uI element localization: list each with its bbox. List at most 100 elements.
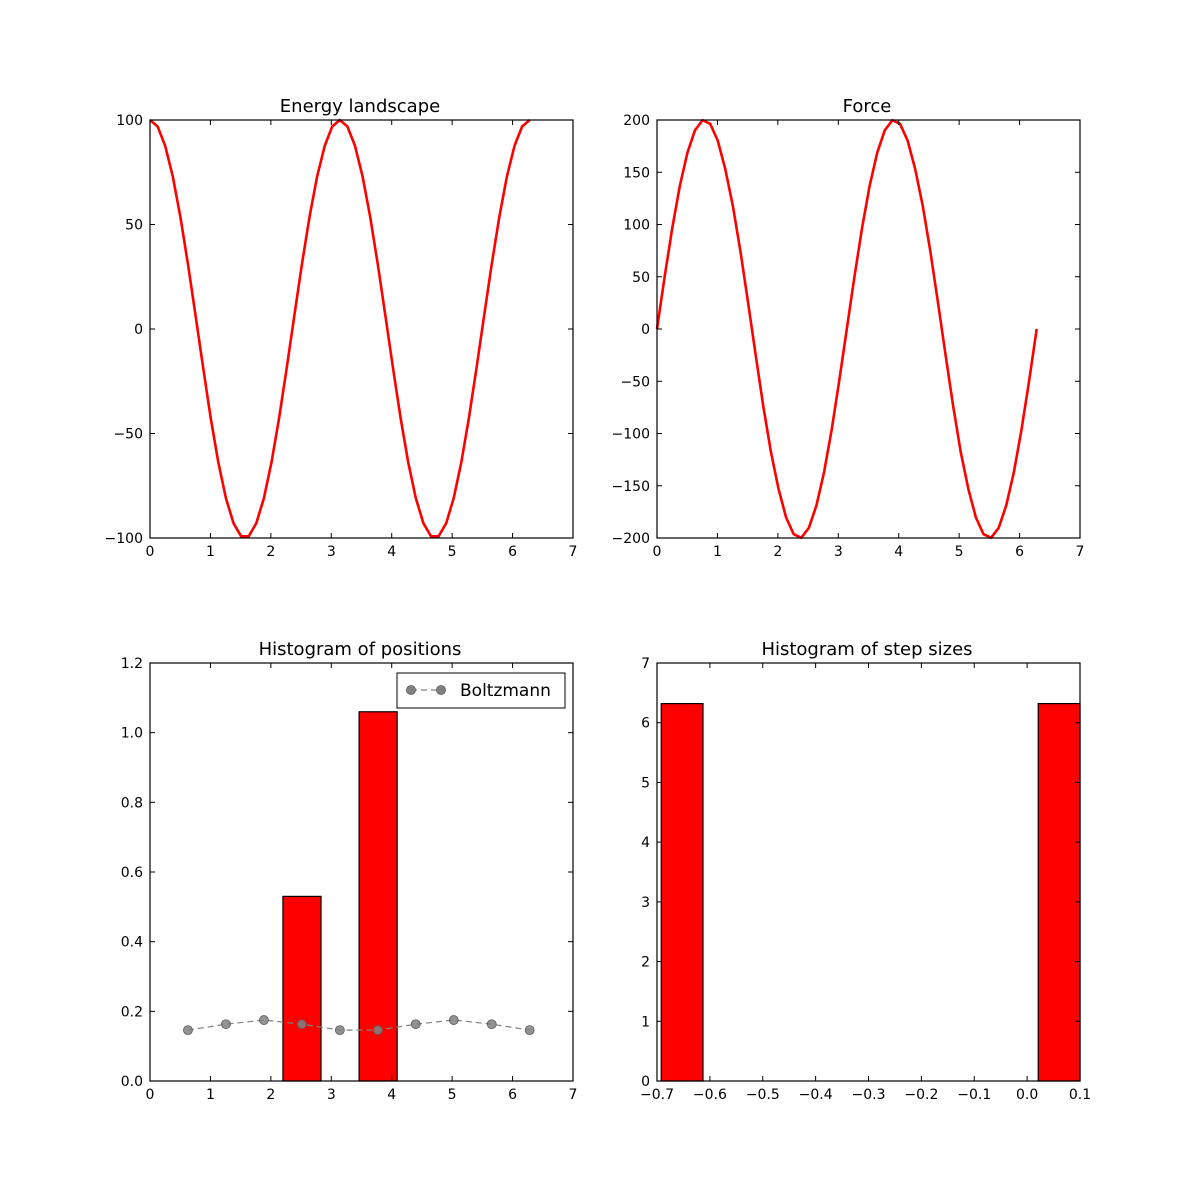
steps-xtick-label-4: −0.3 [852,1087,886,1103]
steps-xtick-label-8: 0.1 [1069,1087,1091,1103]
positions-data-point-0 [183,1025,193,1036]
positions-xtick-label-6: 6 [508,1087,517,1103]
legend-marker [406,685,416,695]
energy-xtick-label-0: 0 [146,544,155,560]
step-sizes-histogram-y-axis: 0 1 2 3 4 5 6 7 [641,656,1080,1090]
step-sizes-histogram-x-axis: −0.7 −0.6 −0.5 −0.4 −0.3 −0.2 −0.1 0.0 0.1 [640,663,1091,1103]
positions-ytick-label-0: 0.0 [121,1074,143,1090]
force-title: Force [843,96,892,117]
steps-xtick-label-2: −0.5 [746,1087,780,1103]
positions-ytick-label-6: 1.2 [121,656,143,672]
steps-xtick-label-3: −0.4 [799,1087,833,1103]
steps-ytick-label-2: 2 [641,955,650,971]
force-ytick-label-8: 200 [623,113,650,129]
energy-xtick-label-2: 2 [266,544,275,560]
positions-data-point-9 [524,1025,535,1036]
force-xtick-label-6: 6 [1015,544,1024,560]
energy-landscape-panel: Energy landscape 0 1 2 3 4 5 6 7 −100 −50 0 50 100 [105,96,578,560]
positions-ytick-label-5: 1.0 [121,726,143,742]
energy-xtick-label-3: 3 [327,544,336,560]
positions-xtick-label-3: 3 [327,1087,336,1103]
legend-label-boltzmann: Boltzmann [460,681,551,701]
steps-xtick-label-6: −0.1 [957,1087,991,1103]
energy-xtick-label-6: 6 [508,544,517,560]
steps-bar-1 [1037,703,1081,1082]
positions-data-point-3 [296,1019,307,1030]
energy-ytick-label-3: 50 [125,218,143,234]
steps-xtick-label-7: 0.0 [1016,1087,1038,1103]
positions-series-line-0 [187,1019,530,1031]
energy-landscape-title: Energy landscape [280,96,440,117]
positions-data-point-8 [486,1019,497,1030]
force-xtick-label-5: 5 [955,544,964,560]
positions-data-point-4 [334,1025,345,1036]
positions-xtick-label-7: 7 [569,1087,578,1103]
positions-data-point-1 [221,1019,231,1030]
force-ytick-label-0: −200 [612,531,650,547]
steps-ytick-label-0: 0 [641,1074,650,1090]
positions-bar-0 [282,895,322,1082]
legend-marker [436,685,446,695]
positions-ytick-label-1: 0.2 [121,1004,143,1020]
force-ytick-label-5: 50 [632,270,650,286]
positions-ytick-label-3: 0.6 [121,865,143,881]
force-ytick-label-7: 150 [623,165,650,181]
energy-ytick-label-1: −50 [113,427,143,443]
force-ytick-label-6: 100 [623,218,650,234]
energy-xtick-label-7: 7 [569,544,578,560]
force-plot-area [655,118,1038,540]
step-sizes-histogram-title: Histogram of step sizes [761,639,972,660]
energy-landscape-y-axis: −100 −50 0 50 100 [105,113,573,547]
force-series-line-0 [655,118,1038,540]
positions-xtick-label-0: 0 [146,1087,155,1103]
steps-ytick-label-6: 6 [641,716,650,732]
positions-histogram-plot-area [183,711,535,1082]
positions-ytick-label-2: 0.4 [121,935,143,951]
energy-landscape-x-axis: 0 1 2 3 4 5 6 7 [146,120,578,560]
steps-ytick-label-3: 3 [641,895,650,911]
force-xtick-label-7: 7 [1076,544,1085,560]
energy-xtick-label-4: 4 [387,544,396,560]
steps-xtick-label-1: −0.6 [693,1087,727,1103]
force-ytick-label-4: 0 [641,322,650,338]
steps-ytick-label-4: 4 [641,835,650,851]
energy-ytick-label-4: 100 [116,113,143,129]
positions-xtick-label-4: 4 [387,1087,396,1103]
force-ytick-label-1: −150 [612,479,650,495]
positions-data-point-7 [448,1015,459,1025]
positions-data-point-6 [410,1019,421,1030]
positions-histogram-y-axis: 0.0 0.2 0.4 0.6 0.8 1.0 1.2 [121,656,573,1090]
positions-histogram-title: Histogram of positions [259,639,462,660]
energy-ytick-label-2: 0 [134,322,143,338]
steps-ytick-label-5: 5 [641,775,650,791]
force-y-axis: −200 −150 −100 −50 0 50 100 150 200 [612,113,1080,547]
force-panel: Force 0 1 2 3 4 5 6 7 −200 −150 −100 −50 0 50 100 150 2… [612,96,1085,560]
legend: Boltzmann [396,672,566,709]
steps-ytick-label-7: 7 [641,656,650,672]
positions-bar-1 [358,711,398,1082]
force-xtick-label-1: 1 [713,544,722,560]
positions-data-point-5 [372,1025,383,1036]
positions-xtick-label-2: 2 [266,1087,275,1103]
force-xtick-label-4: 4 [894,544,903,560]
steps-xtick-label-5: −0.2 [904,1087,938,1103]
steps-bar-0 [660,703,704,1082]
positions-xtick-label-1: 1 [206,1087,215,1103]
step-sizes-histogram-panel: Histogram of step sizes −0.7 −0.6 −0.5 −0.4… [640,639,1091,1103]
energy-xtick-label-5: 5 [448,544,457,560]
force-ytick-label-3: −50 [620,374,650,390]
force-xtick-label-0: 0 [653,544,662,560]
positions-histogram-x-axis: 0 1 2 3 4 5 6 7 [146,663,578,1103]
force-xtick-label-2: 2 [773,544,782,560]
energy-xtick-label-1: 1 [206,544,215,560]
steps-xtick-label-0: −0.7 [640,1087,674,1103]
energy-ytick-label-0: −100 [105,531,143,547]
force-xtick-label-3: 3 [834,544,843,560]
steps-ytick-label-1: 1 [641,1014,650,1030]
step-sizes-histogram-plot-area [660,703,1081,1082]
positions-data-point-2 [259,1015,269,1025]
positions-ytick-label-4: 0.8 [121,795,143,811]
force-ytick-label-2: −100 [612,427,650,443]
